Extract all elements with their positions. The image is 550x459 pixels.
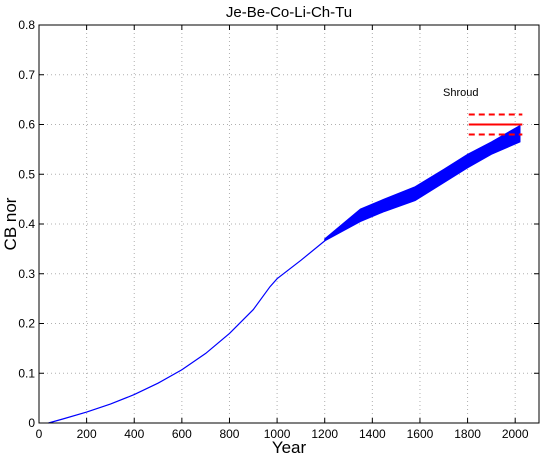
- series-line: [48, 240, 326, 424]
- uncertainty-band: [324, 124, 521, 242]
- x-axis-title: Year: [272, 438, 307, 457]
- x-tick-label: 2000: [502, 427, 529, 441]
- x-tick-label: 1800: [454, 427, 481, 441]
- y-tick-label: 0.5: [18, 167, 35, 181]
- y-tick-label: 0.6: [18, 118, 35, 132]
- series-layer: [48, 240, 326, 424]
- tick-labels: 0 200 400 600 800 1000 1200 1400 1600 1800 2000 0 0.…: [18, 18, 529, 441]
- x-tick-label: 1200: [311, 427, 338, 441]
- x-tick-label: 400: [124, 427, 144, 441]
- x-tick-label: 1000: [264, 427, 291, 441]
- y-tick-label: 0.2: [18, 317, 35, 331]
- y-tick-label: 0.4: [18, 217, 35, 231]
- reference-layer: [468, 113, 523, 136]
- ticks: [38, 24, 539, 424]
- uncertainty-band-layer: [324, 124, 521, 242]
- x-tick-label: 800: [219, 427, 239, 441]
- x-tick-label: 1400: [359, 427, 386, 441]
- reference-label: Shroud: [443, 87, 478, 99]
- chart-title: Je-Be-Co-Li-Ch-Tu: [226, 4, 352, 21]
- x-tick-label: 600: [172, 427, 192, 441]
- y-tick-label: 0.3: [18, 267, 35, 281]
- y-tick-label: 0.7: [18, 68, 35, 82]
- x-tick-label: 1600: [407, 427, 434, 441]
- y-tick-label: 0.8: [18, 18, 35, 32]
- y-axis-title: CB nor: [1, 197, 20, 250]
- x-tick-label: 0: [36, 427, 43, 441]
- x-tick-label: 200: [77, 427, 97, 441]
- y-tick-label: 0: [28, 416, 35, 430]
- y-tick-label: 0.1: [18, 366, 35, 380]
